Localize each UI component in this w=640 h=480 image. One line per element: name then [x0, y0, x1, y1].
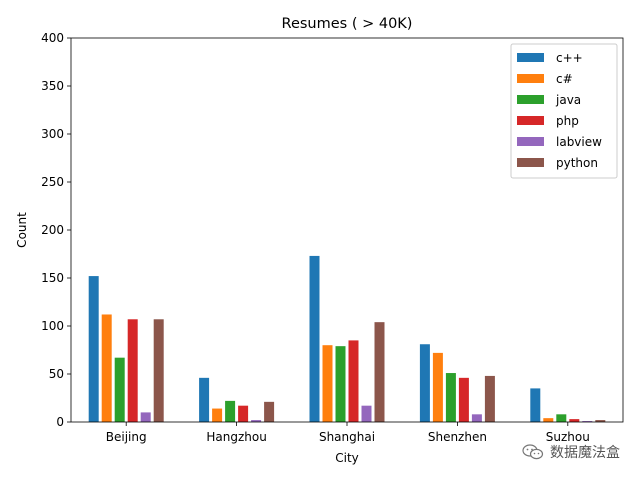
axes-group: Beijing Hangzhou Shanghai Shenzhen Suzhou 0 50… — [41, 31, 624, 444]
legend-label: c++ — [556, 51, 583, 65]
bar-beijing-cpp — [88, 276, 99, 422]
legend-swatch — [517, 74, 544, 83]
bar-hangzhou-labview — [251, 420, 262, 422]
bar-shanghai-python — [374, 322, 385, 422]
y-tick-label: 50 — [49, 367, 64, 381]
bar-suzhou-csharp — [543, 418, 554, 422]
y-axis-label: Count — [15, 212, 29, 248]
x-tick-label: Shenzhen — [428, 430, 487, 444]
bar-beijing-labview — [140, 412, 151, 422]
legend-label: labview — [556, 135, 602, 149]
bar-hangzhou-php — [238, 405, 249, 422]
legend: c++ c# java php labview python — [510, 43, 618, 179]
legend-swatch — [517, 53, 544, 62]
legend-label: php — [556, 114, 579, 128]
bar-suzhou-php — [569, 419, 580, 422]
bar-shanghai-php — [348, 340, 359, 422]
chart-title: Resumes ( > 40K) — [282, 16, 413, 32]
bar-beijing-python — [153, 319, 164, 422]
y-tick-label: 400 — [41, 31, 64, 45]
bar-shanghai-cpp — [309, 255, 320, 422]
bar-shanghai-csharp — [322, 345, 333, 422]
bar-suzhou-cpp — [530, 388, 541, 422]
bar-hangzhou-cpp — [199, 377, 210, 422]
y-tick-label: 350 — [41, 79, 64, 93]
y-tick-label: 0 — [56, 415, 64, 429]
bar-beijing-java — [114, 357, 125, 422]
legend-label: java — [555, 93, 581, 107]
y-tick-label: 200 — [41, 223, 64, 237]
y-tick-label: 150 — [41, 271, 64, 285]
watermark-text: 数据魔法盒 — [550, 445, 620, 461]
watermark: 数据魔法盒 — [522, 442, 620, 462]
bar-suzhou-java — [556, 414, 567, 422]
bar-beijing-php — [127, 319, 138, 422]
bar-shanghai-java — [335, 346, 346, 422]
bar-suzhou-labview — [582, 421, 593, 422]
bar-shenzhen-cpp — [419, 344, 430, 422]
bar-beijing-csharp — [101, 314, 112, 422]
plot-frame — [70, 37, 624, 423]
bar-hangzhou-csharp — [212, 408, 223, 422]
bars-group — [88, 255, 606, 422]
y-tick-label: 300 — [41, 127, 64, 141]
x-tick-label: Beijing — [106, 430, 147, 444]
legend-swatch — [517, 158, 544, 167]
bar-suzhou-python — [595, 420, 606, 422]
bar-hangzhou-java — [225, 400, 236, 422]
legend-swatch — [517, 116, 544, 125]
bar-hangzhou-python — [264, 401, 275, 422]
legend-swatch — [517, 95, 544, 104]
x-tick-label: Shanghai — [319, 430, 375, 444]
x-axis-label: City — [335, 451, 359, 465]
wechat-icon — [522, 444, 544, 460]
x-tick-label: Suzhou — [546, 430, 590, 444]
bar-shenzhen-csharp — [432, 352, 443, 422]
y-tick-label: 250 — [41, 175, 64, 189]
legend-swatch — [517, 137, 544, 146]
bar-shenzhen-java — [445, 373, 456, 422]
x-tick-label: Hangzhou — [206, 430, 266, 444]
legend-label: c# — [556, 72, 573, 86]
y-tick-label: 100 — [41, 319, 64, 333]
bar-shanghai-labview — [361, 405, 372, 422]
bar-shenzhen-labview — [471, 414, 482, 422]
legend-label: python — [556, 156, 598, 170]
bar-shenzhen-php — [458, 377, 469, 422]
bar-shenzhen-python — [484, 375, 495, 422]
